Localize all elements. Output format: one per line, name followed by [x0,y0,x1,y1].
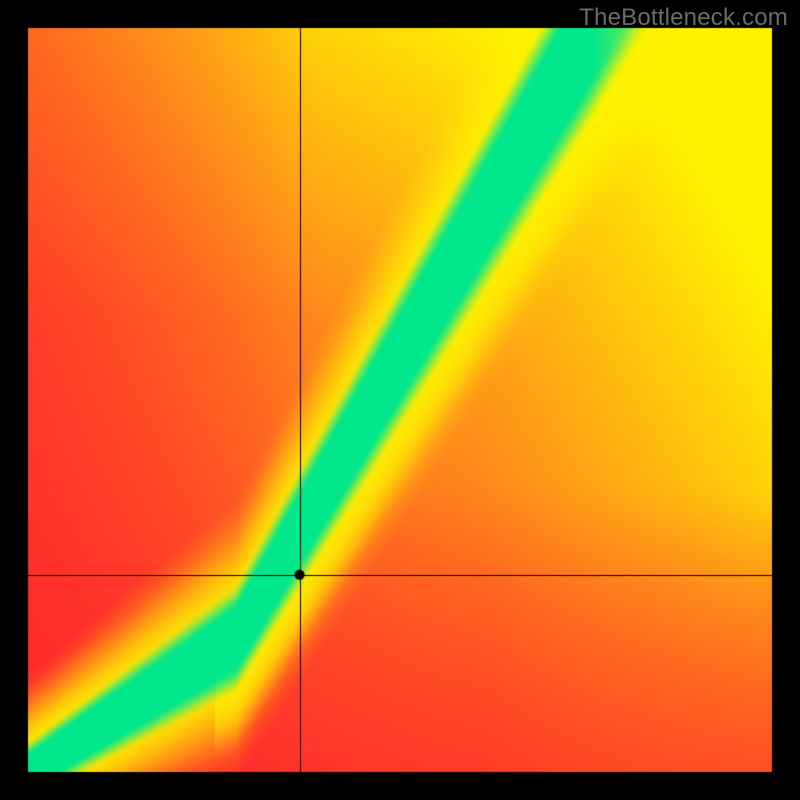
heatmap-canvas-wrap [0,0,800,800]
chart-container: { "watermark": { "text": "TheBottleneck.… [0,0,800,800]
heatmap-canvas [0,0,800,800]
watermark-text: TheBottleneck.com [579,4,788,32]
